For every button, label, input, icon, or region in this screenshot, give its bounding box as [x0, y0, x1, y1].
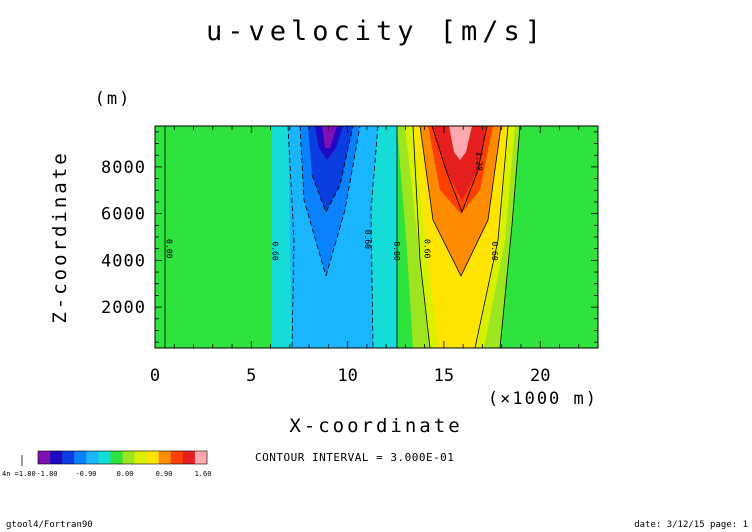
colorbar-left-label: 4n =1.80: [2, 470, 36, 478]
band-above-2.1: [449, 126, 472, 160]
y-tick-label: 4000: [101, 251, 146, 271]
colorbar-swatch: [158, 451, 172, 464]
colorbar-swatch: [50, 451, 63, 464]
contour-label: 0.00: [165, 239, 174, 258]
contour-lines: [164, 126, 521, 348]
colorbar-swatch: [110, 451, 123, 464]
contour-line-1.2: [419, 126, 502, 277]
contour-line-minus-0.6-left: [287, 126, 295, 348]
colorbar-tick-label: -1.80: [36, 470, 57, 478]
y-tick-label: 2000: [101, 298, 146, 318]
contour-field: [155, 126, 598, 348]
y-axis-unit: (m): [95, 89, 132, 109]
x-axis-label: X-coordinate: [289, 415, 462, 437]
colorbar-swatch: [86, 451, 99, 464]
colorbar: -1.80 -0.90 0.00 0.90 1.60: [21, 450, 212, 478]
contour-line-0.6-right: [474, 126, 509, 348]
contour-label: 1.20: [475, 151, 484, 170]
contour-label: 0.60: [363, 230, 372, 249]
contour-interval-text: CONTOUR INTERVAL = 3.000E-01: [255, 451, 454, 464]
contour-line-minus-0.9-right: [325, 126, 361, 277]
colorbar-swatch: [170, 451, 184, 464]
contour-label: 0.60: [490, 241, 499, 260]
chart-title: u-velocity [m/s]: [206, 16, 546, 47]
colorbar-swatch: [98, 451, 111, 464]
x-tick-label: 0: [150, 366, 160, 386]
x-tick-label: 15: [434, 366, 454, 386]
y-tick-label: 8000: [101, 158, 146, 178]
contour-line-0.6-left: [412, 126, 431, 348]
x-axis: 0 5 10 15 20: [150, 126, 599, 386]
colorbar-frame: [37, 450, 208, 465]
contour-labels: 0.00 0.60 0.60 0.00 0.60 1.20 0.60: [165, 151, 500, 260]
contour-label: 0.60: [270, 241, 279, 260]
colorbar-swatch: [146, 451, 160, 464]
band-1.8-to-2.1: [432, 126, 487, 200]
colorbar-tick-label: 0.00: [117, 470, 134, 478]
contour-line-minus-0.9-left: [299, 126, 327, 277]
contour-line-minus-1.2: [311, 126, 354, 213]
y-axis-label: Z-coordinate: [49, 150, 71, 323]
colorbar-swatch: [122, 451, 135, 464]
colorbar-tick-label: 0.90: [156, 470, 173, 478]
colorbar-swatch: [182, 451, 196, 464]
colorbar-swatch: [62, 451, 75, 464]
band-minus-1.8-to-minus-1.5: [322, 126, 337, 148]
contour-line-minus-0.6-right: [370, 126, 379, 348]
colorbar-swatch: [38, 451, 51, 464]
contour-label: 0.00: [392, 241, 401, 260]
x-tick-label: 10: [337, 366, 357, 386]
y-axis: 2000 4000 6000 8000: [101, 131, 598, 343]
x-tick-label: 5: [246, 366, 256, 386]
contour-line-1.5: [431, 126, 488, 214]
colorbar-swatch: [134, 451, 147, 464]
y-tick-label: 6000: [101, 205, 146, 225]
colorbar-swatch: [74, 451, 87, 464]
colorbar-swatch: [194, 451, 208, 464]
colorbar-tick-label: 1.60: [195, 470, 212, 478]
contour-label: 0.60: [423, 239, 432, 258]
colorbar-tick-label: -0.90: [75, 470, 96, 478]
x-axis-unit: (×1000 m): [488, 389, 598, 409]
footer-right: date: 3/12/15 page: 1: [634, 520, 748, 530]
x-tick-label: 20: [530, 366, 550, 386]
footer-left: gtool4/Fortran90: [6, 520, 93, 530]
contour-line-0.3-right: [499, 126, 521, 348]
